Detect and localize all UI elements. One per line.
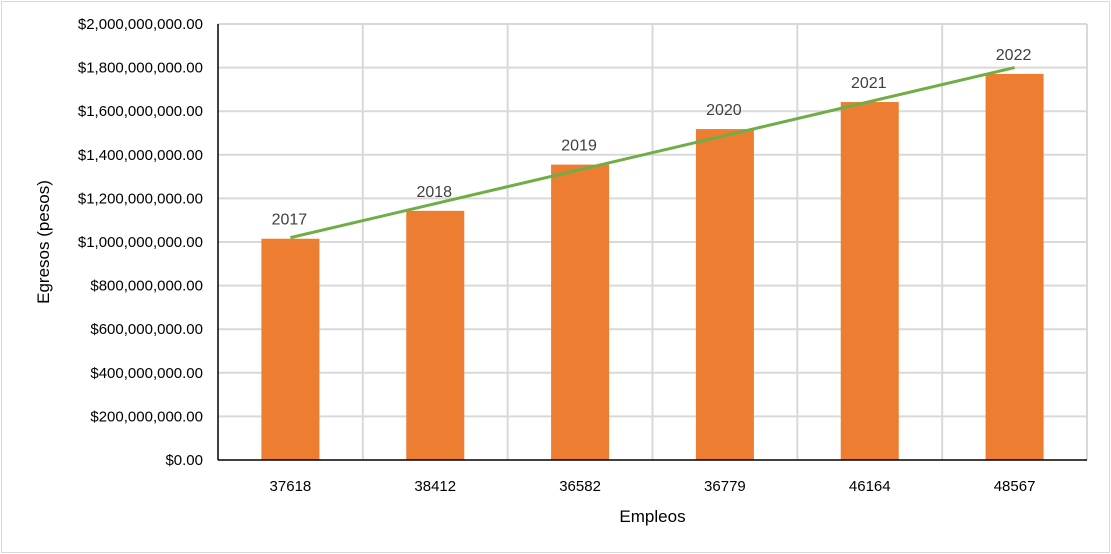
bar[interactable] xyxy=(261,238,320,460)
y-tick-label: $0.00 xyxy=(165,452,203,469)
bar-data-label: 2020 xyxy=(706,102,742,119)
x-tick-label: 37618 xyxy=(270,478,312,495)
bar[interactable] xyxy=(840,102,899,460)
y-axis-title: Egresos (pesos) xyxy=(34,180,53,304)
bar[interactable] xyxy=(695,129,754,461)
bar[interactable] xyxy=(406,210,465,460)
bar-data-label: 2018 xyxy=(416,184,452,201)
x-tick-label: 48567 xyxy=(994,478,1036,495)
y-tick-label: $200,000,000.00 xyxy=(90,408,203,425)
y-tick-label: $1,600,000,000.00 xyxy=(78,103,203,120)
x-axis-title: Empleos xyxy=(619,507,685,526)
y-tick-label: $2,000,000,000.00 xyxy=(78,16,203,33)
y-tick-label: $1,800,000,000.00 xyxy=(78,60,203,77)
bar[interactable] xyxy=(551,164,610,461)
bar[interactable] xyxy=(985,73,1044,460)
bar-data-label: 2021 xyxy=(851,75,887,92)
y-tick-label: $400,000,000.00 xyxy=(90,365,203,382)
x-tick-label: 36582 xyxy=(559,478,601,495)
y-tick-label: $1,000,000,000.00 xyxy=(78,234,203,251)
y-tick-label: $800,000,000.00 xyxy=(90,278,203,295)
x-tick-label: 36779 xyxy=(704,478,746,495)
trend-line xyxy=(290,66,1015,240)
x-tick-label: 38412 xyxy=(414,478,456,495)
y-tick-label: $600,000,000.00 xyxy=(90,321,203,338)
x-tick-label: 46164 xyxy=(849,478,891,495)
bar-data-label: 2022 xyxy=(996,47,1032,64)
bar-data-label: 2017 xyxy=(272,212,308,229)
y-tick-label: $1,200,000,000.00 xyxy=(78,190,203,207)
y-tick-label: $1,400,000,000.00 xyxy=(78,147,203,164)
bar-data-label: 2019 xyxy=(561,138,597,155)
